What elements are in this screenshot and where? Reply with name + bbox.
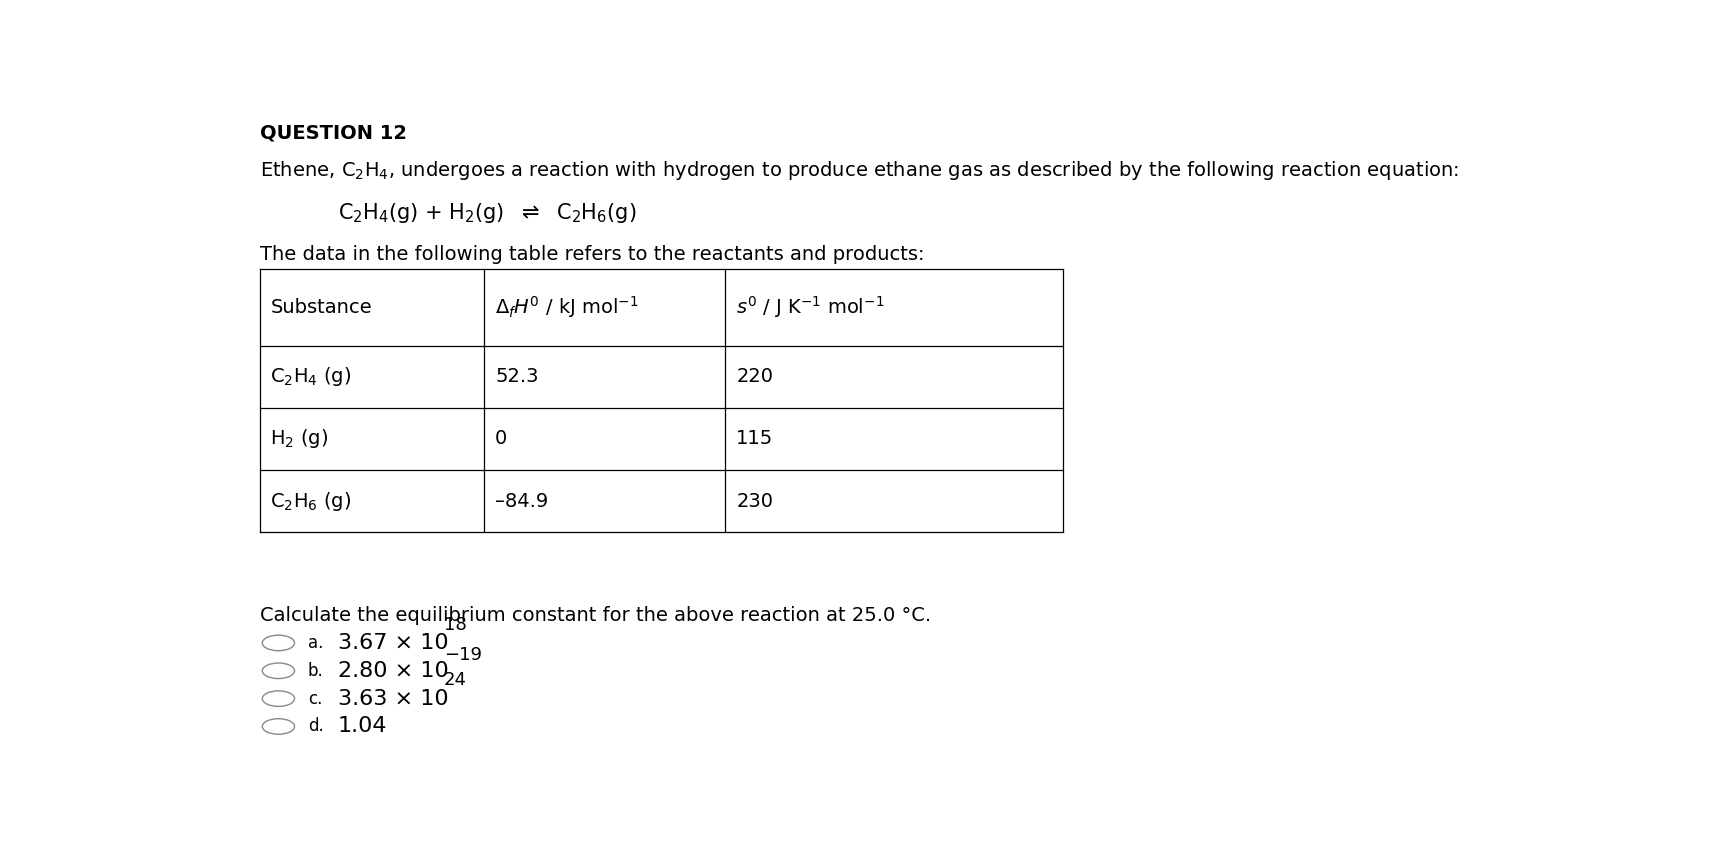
Text: C$_2$H$_4$(g) + H$_2$(g)  $\rightleftharpoons$  C$_2$H$_6$(g): C$_2$H$_4$(g) + H$_2$(g) $\rightleftharp… — [338, 201, 636, 225]
Text: d.: d. — [308, 717, 324, 736]
Text: 0: 0 — [495, 430, 507, 448]
Text: 3.67 × 10: 3.67 × 10 — [338, 633, 449, 653]
Text: 3.63 × 10: 3.63 × 10 — [338, 689, 449, 709]
Text: 1.04: 1.04 — [338, 717, 386, 737]
Text: The data in the following table refers to the reactants and products:: The data in the following table refers t… — [260, 245, 923, 264]
Text: 24: 24 — [443, 671, 466, 690]
Text: c.: c. — [308, 690, 322, 707]
Text: H$_2$ (g): H$_2$ (g) — [270, 427, 329, 451]
Text: $s^0$ / J K$^{-1}$ mol$^{-1}$: $s^0$ / J K$^{-1}$ mol$^{-1}$ — [736, 294, 883, 320]
Text: C$_2$H$_4$ (g): C$_2$H$_4$ (g) — [270, 365, 352, 389]
Text: Substance: Substance — [270, 298, 372, 317]
Text: QUESTION 12: QUESTION 12 — [260, 124, 407, 143]
Text: a.: a. — [308, 634, 324, 652]
Text: Calculate the equilibrium constant for the above reaction at 25.0 °C.: Calculate the equilibrium constant for t… — [260, 606, 930, 625]
Text: 230: 230 — [736, 492, 772, 510]
Text: 52.3: 52.3 — [495, 368, 539, 386]
Text: $\Delta_f H^0$ / kJ mol$^{-1}$: $\Delta_f H^0$ / kJ mol$^{-1}$ — [495, 294, 639, 320]
Text: b.: b. — [308, 662, 324, 680]
Text: Ethene, C$_2$H$_4$, undergoes a reaction with hydrogen to produce ethane gas as : Ethene, C$_2$H$_4$, undergoes a reaction… — [260, 159, 1458, 182]
Text: 220: 220 — [736, 368, 772, 386]
Text: –84.9: –84.9 — [495, 492, 547, 510]
Text: 2.80 × 10: 2.80 × 10 — [338, 661, 449, 680]
Text: 18: 18 — [443, 616, 466, 634]
Text: C$_2$H$_6$ (g): C$_2$H$_6$ (g) — [270, 489, 352, 513]
Text: 115: 115 — [736, 430, 772, 448]
Text: −19: −19 — [443, 646, 481, 664]
